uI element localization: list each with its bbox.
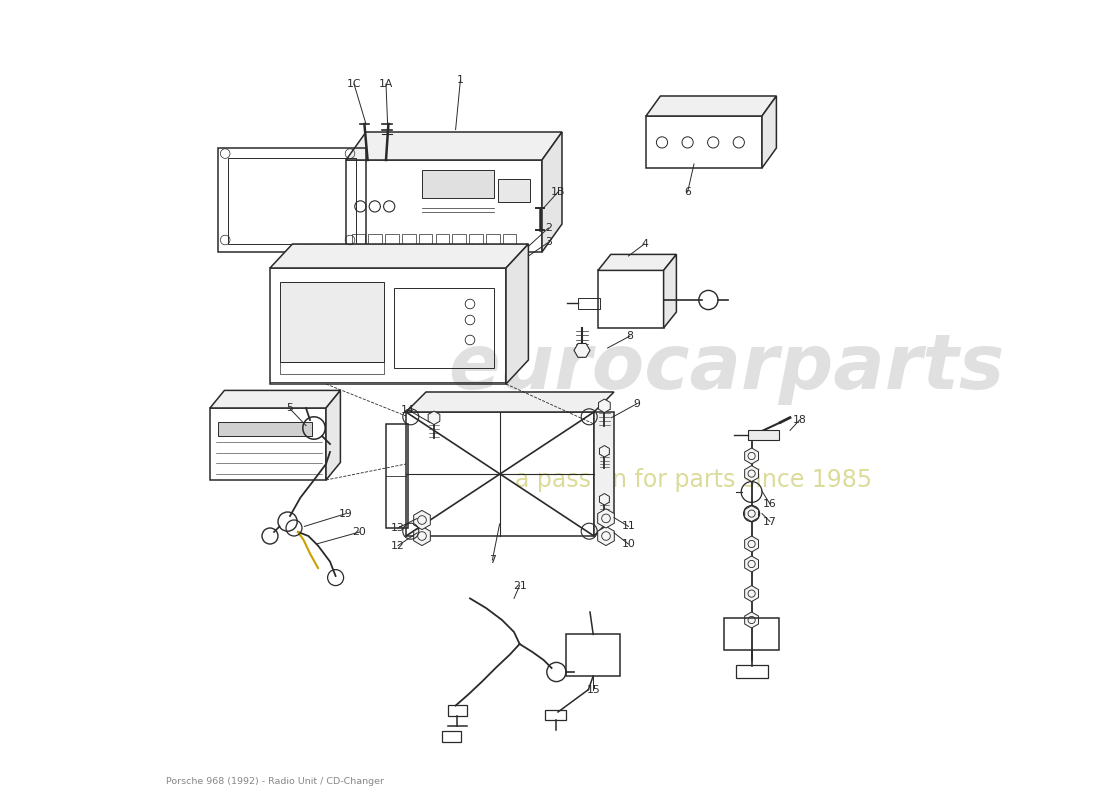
Polygon shape: [414, 510, 430, 530]
Polygon shape: [597, 509, 614, 528]
Polygon shape: [745, 612, 759, 628]
Bar: [503, 234, 516, 244]
Polygon shape: [346, 132, 562, 160]
Bar: [394, 288, 494, 368]
Bar: [452, 234, 466, 244]
Bar: [448, 705, 466, 716]
Text: 1B: 1B: [551, 187, 565, 197]
Bar: [279, 282, 384, 362]
Polygon shape: [600, 494, 609, 505]
Bar: [406, 412, 594, 536]
Text: 14: 14: [400, 405, 415, 414]
Text: Porsche 968 (1992) - Radio Unit / CD-Changer: Porsche 968 (1992) - Radio Unit / CD-Cha…: [166, 777, 384, 786]
Bar: [748, 430, 779, 440]
Bar: [646, 116, 762, 168]
Polygon shape: [542, 132, 562, 252]
Polygon shape: [270, 244, 528, 268]
Bar: [486, 234, 499, 244]
Polygon shape: [745, 586, 759, 602]
Text: 12: 12: [392, 541, 405, 550]
Bar: [442, 731, 461, 742]
Bar: [436, 234, 449, 244]
Text: 17: 17: [763, 517, 777, 526]
Bar: [218, 148, 366, 252]
Bar: [578, 298, 601, 309]
Polygon shape: [326, 390, 340, 480]
Polygon shape: [762, 96, 777, 168]
Text: 15: 15: [586, 685, 601, 694]
Polygon shape: [598, 399, 611, 413]
Bar: [470, 234, 483, 244]
Text: 21: 21: [513, 581, 527, 590]
Polygon shape: [646, 96, 777, 116]
Text: eurocarparts: eurocarparts: [448, 331, 1004, 405]
Bar: [279, 362, 384, 374]
Text: 3: 3: [544, 238, 552, 247]
Polygon shape: [428, 411, 440, 425]
Text: 5: 5: [286, 403, 293, 413]
Text: 1C: 1C: [346, 79, 361, 89]
Text: 8: 8: [627, 331, 634, 341]
Text: 10: 10: [621, 539, 636, 549]
Bar: [419, 234, 432, 244]
Polygon shape: [745, 448, 759, 464]
Polygon shape: [745, 506, 759, 522]
Polygon shape: [414, 526, 430, 546]
Polygon shape: [210, 390, 340, 408]
Bar: [218, 422, 312, 436]
Polygon shape: [506, 244, 528, 384]
Bar: [270, 268, 506, 384]
Bar: [346, 160, 542, 252]
Text: 19: 19: [339, 509, 353, 518]
Polygon shape: [745, 556, 759, 572]
Text: 1A: 1A: [378, 79, 393, 89]
Text: 20: 20: [353, 527, 366, 537]
Text: 6: 6: [684, 187, 691, 197]
Bar: [566, 634, 620, 676]
Polygon shape: [574, 343, 590, 358]
Bar: [385, 234, 399, 244]
Bar: [352, 234, 365, 244]
Bar: [368, 234, 382, 244]
Polygon shape: [745, 466, 759, 482]
Bar: [725, 618, 779, 650]
Polygon shape: [597, 526, 614, 546]
Polygon shape: [406, 392, 614, 412]
Bar: [210, 408, 326, 480]
Bar: [402, 234, 416, 244]
Bar: [598, 270, 663, 328]
Polygon shape: [598, 254, 676, 270]
Polygon shape: [663, 254, 676, 328]
Bar: [498, 179, 530, 202]
Polygon shape: [745, 536, 759, 552]
Text: 2: 2: [544, 223, 552, 233]
Text: 4: 4: [641, 239, 648, 249]
Polygon shape: [600, 446, 609, 457]
Text: 13: 13: [392, 523, 405, 533]
Text: 1: 1: [456, 75, 464, 85]
Bar: [422, 170, 494, 198]
Bar: [546, 710, 566, 720]
Bar: [736, 665, 768, 678]
Text: a passion for parts since 1985: a passion for parts since 1985: [516, 468, 872, 492]
Text: 18: 18: [793, 415, 806, 425]
Text: 7: 7: [490, 555, 496, 565]
Text: 11: 11: [621, 522, 636, 531]
Bar: [386, 424, 408, 528]
Polygon shape: [594, 412, 614, 536]
Text: 16: 16: [763, 499, 777, 509]
Bar: [229, 158, 356, 244]
Text: 9: 9: [632, 399, 640, 409]
